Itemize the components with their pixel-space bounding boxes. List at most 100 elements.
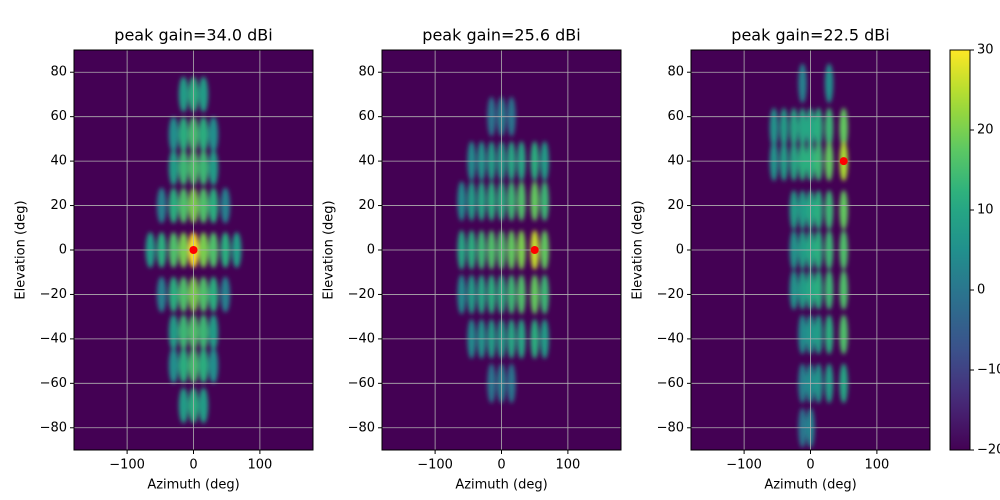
y-tick-label: 80 [358,65,375,80]
y-tick-label: −60 [348,376,375,391]
lobe [839,107,848,148]
y-tick-label: −80 [348,420,375,435]
lobe [798,190,807,230]
lobe [198,387,209,424]
lobe [198,76,209,113]
lobe [198,116,209,153]
colorbar-tick-label: −20 [977,443,1000,458]
lobe [178,347,189,384]
lobe [178,387,189,424]
y-tick-label: −40 [40,331,67,346]
peak-marker [839,157,848,166]
lobe [168,314,179,351]
y-tick-label: −20 [348,287,375,302]
y-axis-label: Elevation (deg) [14,200,29,299]
lobe [789,190,799,230]
lobe [798,314,807,355]
y-tick-label: −20 [657,287,684,302]
x-tick-label: −100 [726,458,762,473]
lobe [839,270,848,310]
lobe [839,314,848,355]
lobe [178,149,189,186]
x-tick-label: 100 [555,458,580,473]
peak-marker [189,246,198,254]
y-tick-label: 60 [358,109,375,124]
y-tick-label: −60 [657,376,684,391]
y-tick-label: −80 [657,420,684,435]
lobe [814,314,823,355]
chart-title: peak gain=25.6 dBi [422,26,580,45]
colorbar-tick-label: 30 [977,43,994,58]
heatmap [145,76,242,424]
lobe [208,347,219,384]
lobe [798,270,807,310]
lobe [824,63,834,104]
x-axis-label: Azimuth (deg) [764,478,856,493]
lobe [168,116,179,153]
lobe [824,270,834,310]
lobe [814,190,823,230]
y-tick-label: 20 [667,198,684,213]
lobe [814,107,823,148]
x-tick-label: 0 [806,458,814,473]
lobe [168,149,179,186]
axes-frame [73,49,314,451]
lobe [198,149,209,186]
lobe [814,270,823,310]
x-tick-label: 0 [189,458,197,473]
lobe [178,76,189,113]
lobe [530,181,539,222]
peak-marker [530,246,539,254]
lobe [517,181,526,222]
axes-frame [690,49,931,451]
lobe [487,181,496,222]
colorbar [949,49,971,451]
y-tick-label: −40 [657,331,684,346]
x-axis-label: Azimuth (deg) [147,478,239,493]
y-tick-label: 20 [50,198,67,213]
y-tick-label: 40 [667,154,684,169]
x-axis-label: Azimuth (deg) [455,478,547,493]
y-axis-label: Elevation (deg) [631,200,646,299]
y-tick-label: 40 [50,154,67,169]
y-tick-label: −80 [40,420,67,435]
x-tick-label: 100 [247,458,272,473]
x-tick-label: −100 [417,458,453,473]
lobe [457,181,466,222]
y-tick-label: 60 [667,109,684,124]
chart-title: peak gain=22.5 dBi [731,26,889,45]
lobe [178,116,189,153]
y-tick-label: 40 [358,154,375,169]
x-tick-label: 100 [864,458,889,473]
lobe [798,63,807,104]
colorbar-tick-label: 10 [977,203,994,218]
lobe [789,270,799,310]
lobe [208,314,219,351]
lobe [789,107,799,148]
y-axis-label: Elevation (deg) [322,200,337,299]
y-tick-label: 60 [50,109,67,124]
lobe [824,107,834,148]
y-tick-label: −40 [348,331,375,346]
lobe [477,181,486,222]
lobe [779,107,789,148]
lobe [198,347,209,384]
y-tick-label: 80 [50,65,67,80]
lobe [198,314,209,351]
lobe [824,314,834,355]
lobe [208,149,219,186]
lobe [208,116,219,153]
heatmap [769,63,848,448]
colorbar-tick-label: 20 [977,123,994,138]
colorbar-tick-label: −10 [977,363,1000,378]
y-tick-label: 0 [59,243,67,258]
lobe [824,190,834,230]
y-tick-label: 0 [367,243,375,258]
x-tick-label: −100 [109,458,145,473]
y-tick-label: −60 [40,376,67,391]
y-tick-label: 20 [358,198,375,213]
colorbar-tick-label: 0 [977,283,985,298]
lobe [507,181,516,222]
lobe [769,107,779,148]
